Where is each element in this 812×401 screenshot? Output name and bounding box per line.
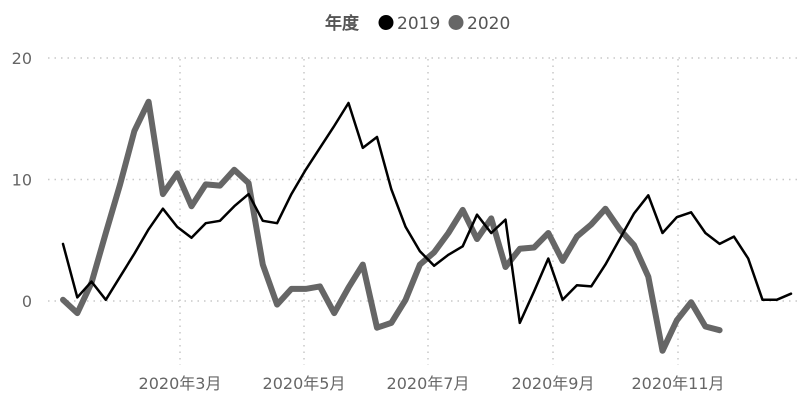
x-tick-label: 2020年3月	[139, 374, 222, 393]
y-tick-label: 10	[12, 171, 32, 190]
series-line-2020[interactable]	[60, 98, 723, 354]
x-axis: 2020年3月 2020年5月 2020年7月 2020年9月 2020年11月	[139, 374, 725, 393]
x-tick-label: 2020年9月	[512, 374, 595, 393]
legend-label-2020[interactable]: 2020	[467, 14, 510, 34]
y-axis: 0 10 20	[12, 49, 32, 311]
legend-label-2019[interactable]: 2019	[397, 14, 440, 34]
legend-title: 年度	[325, 13, 360, 34]
y-tick-label: 20	[12, 49, 32, 68]
legend: 年度 2019 2020	[325, 13, 510, 34]
x-tick-label: 2020年7月	[387, 374, 470, 393]
series-line-2019[interactable]	[61, 101, 793, 325]
x-tick-label: 2020年11月	[631, 374, 724, 393]
x-tick-label: 2020年5月	[263, 374, 346, 393]
legend-marker-2019	[378, 15, 394, 30]
y-tick-label: 0	[22, 292, 32, 311]
plot-area	[60, 98, 793, 354]
legend-marker-2020	[448, 15, 464, 30]
gridlines	[48, 57, 800, 365]
